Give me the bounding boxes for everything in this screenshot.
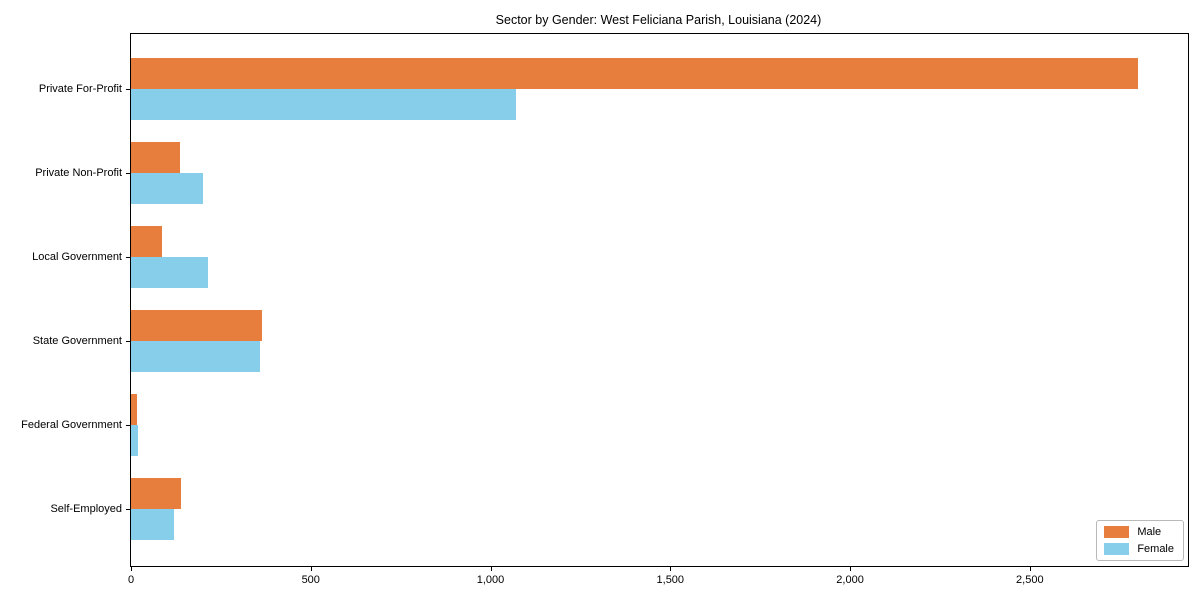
y-tick-label-local-government: Local Government	[32, 251, 122, 263]
x-axis-tick	[310, 567, 312, 571]
male-bar	[131, 142, 180, 173]
male-bar	[131, 226, 162, 257]
y-axis-tick	[126, 173, 130, 174]
x-tick-label-500: 500	[301, 574, 320, 586]
y-tick-label-private-for-profit: Private For-Profit	[38, 83, 122, 95]
x-tick-label-1500: 1,500	[656, 574, 685, 586]
male-bar	[131, 310, 263, 341]
y-tick-label-state-government: State Government	[32, 335, 122, 347]
female-bar	[131, 173, 203, 204]
y-tick-label-private-non-profit: Private Non-Profit	[35, 167, 122, 179]
plot-area: Male Female Private For-Profit Private Non…	[21, 33, 1189, 586]
female-bar	[131, 341, 261, 372]
male-bar	[131, 394, 138, 425]
legend-entry-female: Female	[1104, 543, 1174, 555]
x-tick-label-2000: 2,000	[836, 574, 864, 586]
female-bar	[131, 89, 516, 120]
x-axis-tick	[490, 567, 492, 571]
y-axis-tick	[126, 89, 130, 90]
y-tick-label-self-employed: Self-Employed	[50, 503, 122, 515]
x-axis-tick	[131, 567, 132, 571]
y-tick-label-federal-government: Federal Government	[21, 419, 122, 431]
legend-label-female: Female	[1137, 543, 1174, 555]
female-bar	[131, 425, 138, 456]
legend-label-male: Male	[1137, 526, 1162, 538]
legend-entry-male: Male	[1104, 526, 1174, 538]
legend: Male Female	[1096, 520, 1184, 561]
chart-title: Sector by Gender: West Feliciana Parish,…	[495, 13, 822, 27]
x-tick-label-0: 0	[127, 574, 135, 586]
y-axis-tick	[126, 257, 130, 258]
male-bar	[131, 478, 182, 509]
y-axis-tick	[126, 425, 130, 426]
x-tick-label-1000: 1,000	[476, 574, 505, 586]
x-tick-label-2500: 2,500	[1016, 574, 1044, 586]
x-axis-tick	[1029, 567, 1031, 571]
female-bar	[131, 509, 175, 540]
male-bar	[131, 58, 1138, 89]
y-axis-tick	[126, 509, 130, 510]
female-legend-swatch	[1104, 543, 1130, 555]
x-axis-tick	[670, 567, 672, 571]
y-axis-tick	[126, 341, 130, 342]
male-legend-swatch	[1104, 526, 1130, 538]
x-axis-tick	[850, 567, 852, 571]
female-bar	[131, 257, 209, 288]
